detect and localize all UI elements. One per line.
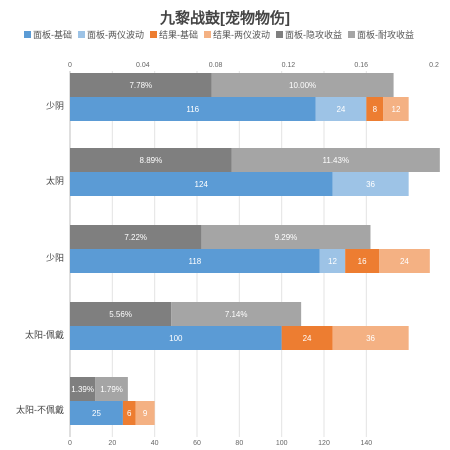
data-label: 24 xyxy=(336,105,345,114)
category-label: 太阴 xyxy=(46,175,64,186)
data-label: 25 xyxy=(92,409,101,418)
bar-top xyxy=(70,377,96,401)
x-tick-label-bottom: 120 xyxy=(318,440,330,447)
x-tick-label-top: 0.2 xyxy=(429,62,439,69)
x-tick-label-bottom: 140 xyxy=(360,440,372,447)
legend-label: 面板-耐攻收益 xyxy=(357,30,414,40)
x-tick-label-top: 0.16 xyxy=(354,62,368,69)
x-tick-label-top: 0.04 xyxy=(136,62,150,69)
bar-bottom xyxy=(366,97,384,121)
bar-bottom xyxy=(281,326,333,350)
x-tick-label-bottom: 0 xyxy=(68,440,72,447)
data-label: 16 xyxy=(358,257,367,266)
legend-label: 结果-基础 xyxy=(159,30,198,40)
x-tick-label-top: 0 xyxy=(68,62,72,69)
x-tick-label-bottom: 60 xyxy=(193,440,201,447)
legend-swatch xyxy=(276,31,283,38)
data-label: 36 xyxy=(366,180,375,189)
data-label: 8 xyxy=(373,105,378,114)
legend-swatch xyxy=(24,31,31,38)
category-label: 少阳 xyxy=(46,253,64,263)
data-label: 6 xyxy=(127,409,132,418)
bar-bottom xyxy=(383,97,409,121)
category-label: 太阳-不佩戴 xyxy=(16,404,64,415)
bar-top xyxy=(201,225,371,249)
bar-top xyxy=(231,148,440,172)
bar-top xyxy=(70,302,172,326)
chart-title: 九黎战鼓[宠物物伤] xyxy=(160,10,290,27)
data-label: 7.78% xyxy=(129,81,152,90)
legend-label: 面板-隐攻收益 xyxy=(285,30,342,40)
bar-bottom xyxy=(122,401,136,425)
bar-top xyxy=(171,302,302,326)
legend-swatch xyxy=(204,31,211,38)
data-label: 12 xyxy=(328,257,337,266)
legend-item: 面板-耐攻收益 xyxy=(348,28,414,41)
data-label: 116 xyxy=(186,105,199,114)
legend-item: 面板-两仪波动 xyxy=(78,28,144,41)
x-tick-label-bottom: 40 xyxy=(151,440,159,447)
legend-swatch xyxy=(78,31,85,38)
data-label: 1.39% xyxy=(71,385,94,394)
x-tick-label-top: 0.12 xyxy=(282,62,296,69)
legend-swatch xyxy=(150,31,157,38)
bar-bottom xyxy=(319,249,346,273)
data-label: 12 xyxy=(392,105,401,114)
data-label: 100 xyxy=(169,334,183,343)
category-label: 太阳-佩戴 xyxy=(25,329,64,340)
legend-label: 结果-两仪波动 xyxy=(213,30,270,40)
category-label: 少阴 xyxy=(46,101,64,111)
data-label: 36 xyxy=(366,334,375,343)
bar-top xyxy=(70,73,212,97)
bar-top xyxy=(70,225,202,249)
bar-bottom xyxy=(345,249,380,273)
data-label: 7.22% xyxy=(124,233,147,242)
bar-bottom xyxy=(332,172,409,196)
data-label: 10.00% xyxy=(289,81,316,90)
bar-top xyxy=(211,73,394,97)
x-tick-label-top: 0.08 xyxy=(209,62,223,69)
bar-bottom xyxy=(70,172,333,196)
data-label: 24 xyxy=(303,334,312,343)
data-label: 1.79% xyxy=(100,385,123,394)
legend-item: 结果-基础 xyxy=(150,28,198,41)
data-label: 7.14% xyxy=(225,310,248,319)
x-tick-label-bottom: 80 xyxy=(235,440,243,447)
bar-bottom xyxy=(332,326,409,350)
x-tick-label-bottom: 100 xyxy=(276,440,288,447)
data-label: 5.56% xyxy=(109,310,132,319)
data-label: 11.43% xyxy=(323,156,350,165)
data-label: 118 xyxy=(189,257,202,266)
data-label: 9.29% xyxy=(275,233,298,242)
bar-bottom xyxy=(70,401,123,425)
bar-bottom xyxy=(135,401,155,425)
bar-top xyxy=(95,377,128,401)
bar-top xyxy=(70,148,232,172)
legend-item: 结果-两仪波动 xyxy=(204,28,270,41)
data-label: 9 xyxy=(143,409,148,418)
legend-item: 面板-隐攻收益 xyxy=(276,28,342,41)
bar-bottom xyxy=(70,326,282,350)
legend-label: 面板-两仪波动 xyxy=(87,30,144,40)
bar-bottom xyxy=(379,249,430,273)
legend-item: 面板-基础 xyxy=(24,28,72,41)
x-tick-label-bottom: 20 xyxy=(108,440,116,447)
legend-swatch xyxy=(348,31,355,38)
bar-bottom xyxy=(70,97,316,121)
data-label: 8.89% xyxy=(140,156,163,165)
legend-label: 面板-基础 xyxy=(33,30,72,40)
chart-legend: 面板-基础 面板-两仪波动 结果-基础 结果-两仪波动 面板-隐攻收益 面板-耐攻收益 xyxy=(24,28,444,41)
bar-bottom xyxy=(70,249,320,273)
data-label: 124 xyxy=(195,180,209,189)
bar-bottom xyxy=(315,97,367,121)
data-label: 24 xyxy=(400,257,409,266)
